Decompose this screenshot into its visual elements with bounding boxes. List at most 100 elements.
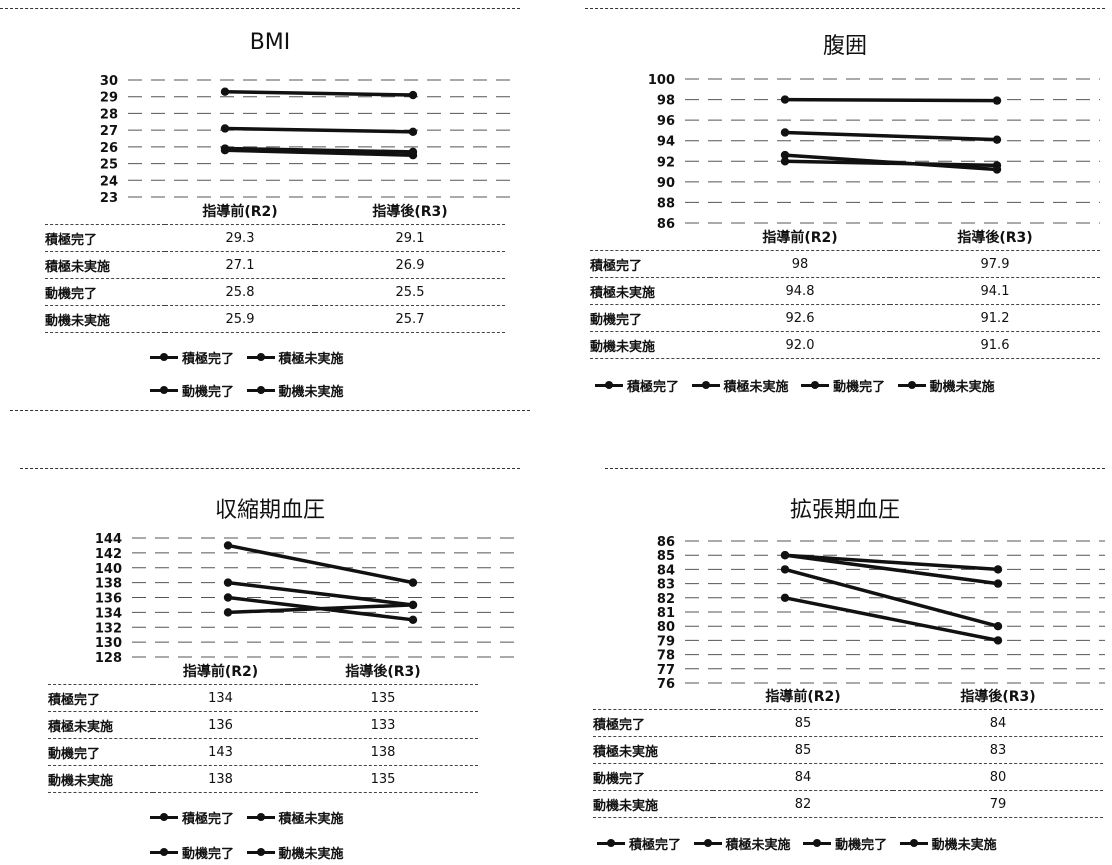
legend-line-marker-icon (899, 839, 928, 847)
data-point (220, 124, 230, 133)
column-header: 指導後(R3) (893, 683, 1103, 710)
value-cell: 135 (288, 765, 478, 793)
legend-line-marker-icon (150, 848, 178, 856)
chart-panel-systolic: 収縮期血圧 128 130 132 134 136 138 140 142 144 指導前(R2… (0, 440, 545, 865)
column-header: 指導後(R3) (890, 224, 1100, 251)
legend-item: 積極未実施 (246, 808, 344, 827)
value-cell: 92.0 (710, 331, 890, 359)
row-label: 積極未実施 (48, 711, 153, 739)
series-line (223, 126, 415, 134)
value-cell: 138 (288, 738, 478, 766)
column-header: 指導前(R2) (713, 683, 893, 710)
data-point (992, 161, 1002, 170)
legend-label: 積極完了 (627, 380, 680, 395)
legend-line-marker-icon (246, 353, 275, 361)
value-cell: 25.5 (315, 278, 505, 306)
legend: 積極完了 積極未実施 動機完了 動機未実施 (597, 834, 1112, 853)
data-point (993, 565, 1003, 574)
value-cell: 84 (713, 763, 893, 791)
top-border (585, 8, 1105, 9)
row-label: 動機未実施 (590, 331, 710, 359)
series-line (783, 596, 1000, 643)
chart-title: 拡張期血圧 (789, 498, 900, 523)
y-tick-label: 142 (95, 547, 122, 562)
value-cell: 91.6 (890, 331, 1100, 359)
data-point (223, 593, 233, 602)
data-point (992, 135, 1002, 144)
row-label: 動機完了 (593, 763, 713, 791)
table-row: 動機完了 84 80 (593, 763, 1103, 791)
legend-label: 積極完了 (182, 812, 235, 827)
top-border (605, 468, 1105, 469)
series-line (223, 148, 415, 157)
table-row: 積極未実施 94.8 94.1 (590, 277, 1100, 305)
data-point (408, 615, 418, 625)
series-line (226, 580, 415, 607)
row-label: 動機未実施 (593, 790, 713, 818)
y-tick-label: 24 (100, 174, 118, 189)
data-table: 指導前(R2) 指導後(R3) 積極完了 98 97.9 積極未実施 94.8 94.1… (590, 224, 1100, 359)
legend-line-marker-icon (803, 839, 832, 847)
legend-line-marker-icon (150, 386, 178, 394)
value-cell: 94.8 (710, 277, 890, 305)
data-point (408, 147, 418, 157)
series-line (226, 595, 415, 622)
value-cell: 29.3 (165, 224, 315, 252)
legend-label: 動機完了 (833, 380, 886, 395)
chart-panel-waist: 腹囲 86 88 90 92 94 96 98 100 指導前(R2) 指導後(R3) 積極完… (565, 0, 1112, 420)
legend-item: 積極未実施 (691, 376, 789, 395)
value-cell: 85 (713, 736, 893, 764)
y-tick-label: 79 (657, 634, 675, 649)
row-label: 積極未実施 (593, 736, 713, 764)
y-tick-label: 28 (100, 107, 118, 122)
y-tick-label: 26 (100, 141, 118, 156)
row-label: 動機完了 (45, 278, 165, 306)
legend-line-marker-icon (150, 813, 178, 821)
y-tick-label: 30 (100, 74, 118, 89)
legend-label: 積極完了 (182, 352, 235, 367)
bottom-border (10, 410, 530, 411)
legend-line-marker-icon (246, 848, 275, 856)
y-tick-label: 84 (657, 563, 675, 578)
y-tick-label: 80 (657, 620, 675, 635)
table-row: 積極未実施 27.1 26.9 (45, 251, 505, 279)
data-point (223, 608, 233, 617)
series-line (783, 97, 999, 103)
value-cell: 80 (893, 763, 1103, 791)
y-tick-label: 83 (657, 578, 675, 593)
table-row: 動機未実施 82 79 (593, 790, 1103, 818)
legend-item: 積極完了 (595, 376, 679, 395)
legend: 積極完了 積極未実施 動機完了 動機未実施 (595, 376, 1112, 395)
data-point (223, 541, 233, 550)
table-row: 積極未実施 85 83 (593, 736, 1103, 764)
y-tick-label: 29 (100, 91, 118, 106)
legend-item: 積極完了 (150, 808, 234, 827)
chart-title: 収縮期血圧 (214, 498, 325, 523)
y-tick-label: 78 (657, 649, 675, 664)
legend-item: 動機未実施 (246, 381, 344, 400)
legend-label: 動機未実施 (278, 385, 344, 400)
legend-label: 動機未実施 (929, 380, 995, 395)
legend-line-marker-icon (246, 386, 275, 394)
y-tick-label: 138 (95, 577, 122, 592)
table-row: 積極完了 85 84 (593, 709, 1103, 737)
chart-title: 腹囲 (822, 34, 867, 59)
value-cell: 79 (893, 790, 1103, 818)
data-point (780, 157, 790, 166)
series-line (223, 146, 415, 154)
data-table: 指導前(R2) 指導後(R3) 積極完了 134 135 積極未実施 136 133 動… (48, 658, 478, 793)
y-tick-label: 90 (657, 176, 675, 191)
row-label: 積極完了 (48, 684, 153, 712)
y-tick-label: 88 (657, 196, 675, 211)
legend-item: 動機完了 (801, 376, 885, 395)
data-point (220, 144, 230, 153)
row-label: 積極完了 (590, 250, 710, 278)
row-label: 動機未実施 (48, 765, 153, 793)
y-tick-label: 92 (657, 155, 675, 170)
data-point (780, 150, 790, 160)
y-tick-label: 100 (648, 73, 675, 88)
legend-label: 積極未実施 (723, 380, 789, 395)
value-cell: 133 (288, 711, 478, 739)
value-cell: 26.9 (315, 251, 505, 279)
